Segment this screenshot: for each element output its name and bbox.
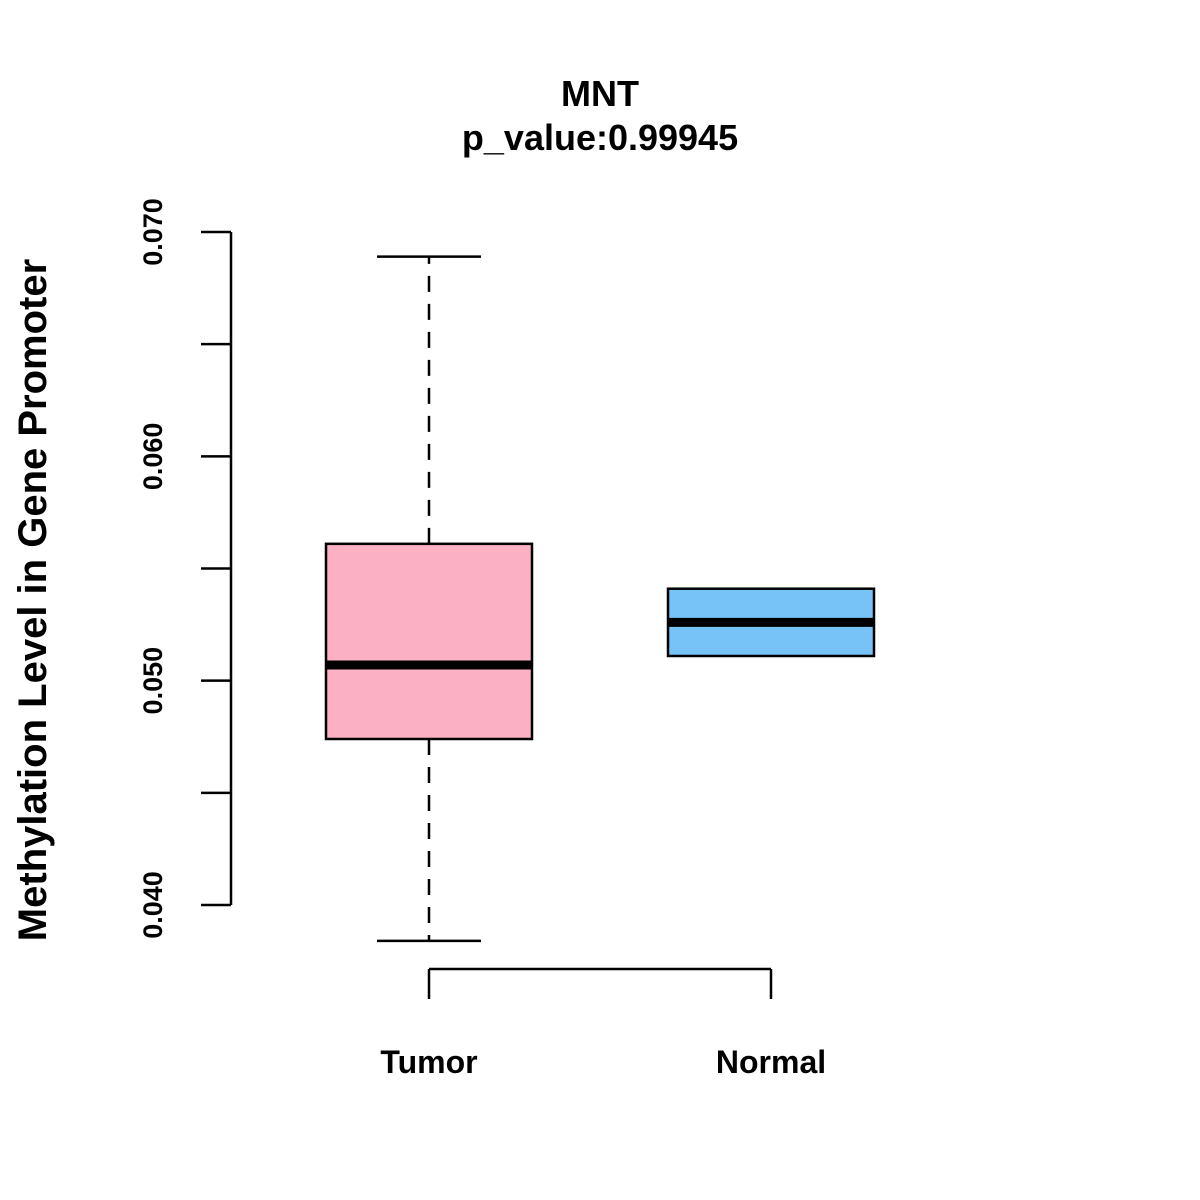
box-group-normal <box>666 587 876 658</box>
x-tick-label: Tumor <box>380 1044 477 1080</box>
box-group-tumor <box>324 255 534 943</box>
y-axis: 0.040 0.050 0.060 0.070 <box>138 198 233 939</box>
x-axis: Tumor Normal <box>380 967 826 1080</box>
box-iqr <box>324 542 534 741</box>
y-tick-label: 0.070 <box>138 198 168 266</box>
y-axis-label: Methylation Level in Gene Promoter <box>11 259 55 941</box>
chart-title: MNT <box>561 73 639 114</box>
y-tick-label: 0.040 <box>138 871 168 939</box>
x-tick-label: Normal <box>716 1044 826 1080</box>
chart-subtitle: p_value:0.99945 <box>462 117 738 158</box>
y-tick-label: 0.050 <box>138 647 168 715</box>
boxes <box>324 255 876 943</box>
y-tick-label: 0.060 <box>138 423 168 491</box>
